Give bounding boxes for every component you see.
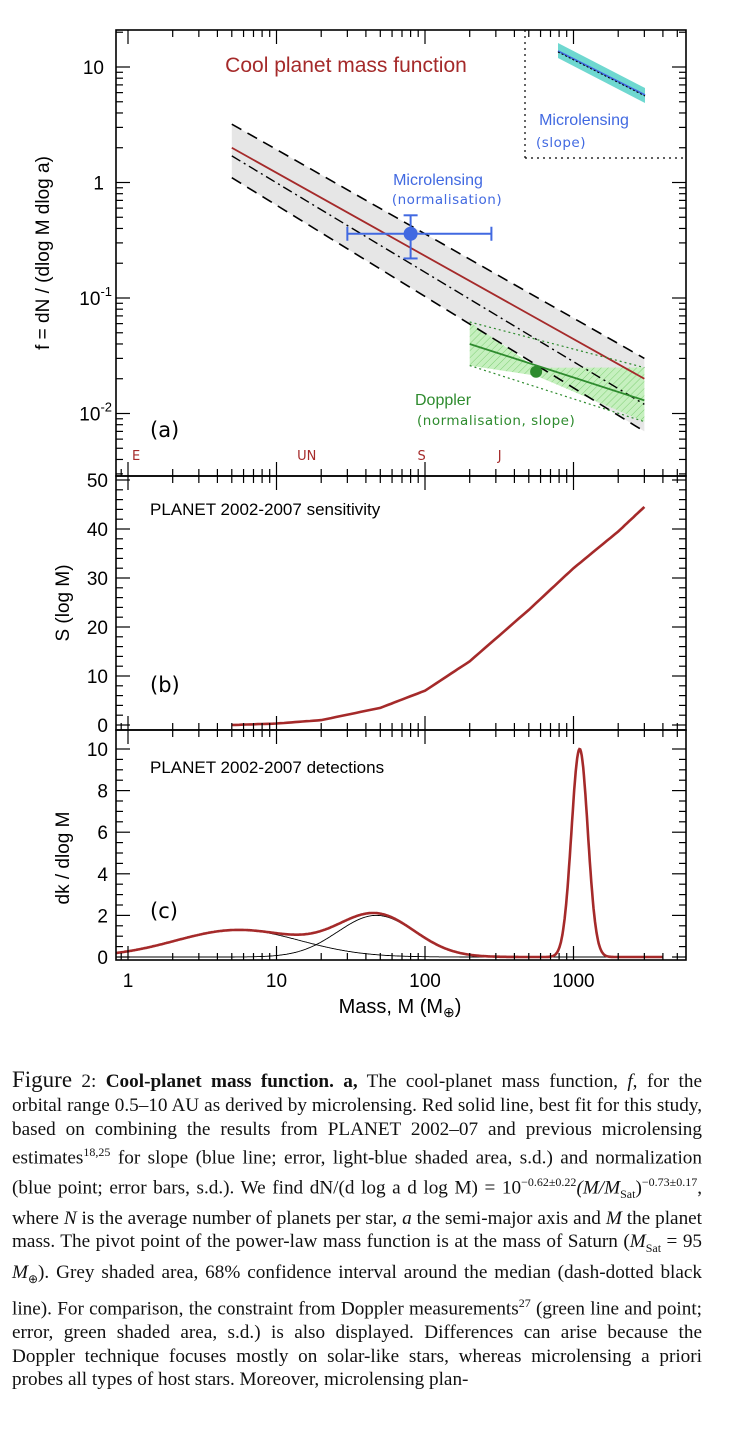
panel-a-ytick-label: 10-2	[79, 400, 112, 426]
panel-c: PLANET 2002-2007 detections (c) 0246810 …	[53, 740, 663, 1020]
x-tick-label: 1000	[552, 971, 594, 992]
doppler-label: Doppler	[415, 392, 472, 409]
best-fit-line	[231, 146, 645, 380]
detections-curve	[116, 747, 663, 959]
planet-markers: E UN S J	[132, 449, 502, 464]
doppler-upper-dotted	[469, 321, 645, 369]
panel-b-ytick-label: 20	[87, 618, 108, 639]
panel-frame	[115, 729, 687, 961]
panel-a-yticks: 10 1 10-1 10-2	[79, 58, 112, 426]
figure-panels: Microlensing (slope) Cool planet mass fu…	[33, 29, 687, 1020]
figure-caption: Figure 2: Cool-planet mass function. a, …	[12, 1067, 703, 1391]
sensitivity-curve	[231, 505, 646, 727]
detection-component-1	[116, 929, 663, 958]
microlensing-norm-label: Microlensing	[393, 172, 483, 189]
inset-label: Microlensing	[539, 112, 629, 129]
panel-a-ylabel: f = dN / (dlog M dlog a)	[33, 156, 54, 350]
panel-c-ytick-label: 4	[97, 865, 108, 886]
panel-a: Microlensing (slope) Cool planet mass fu…	[33, 30, 686, 464]
panel-c-label: (c)	[150, 899, 178, 923]
inset-sublabel: (slope)	[536, 135, 586, 151]
x-tick-labels: 1 10 100 1000	[123, 971, 595, 992]
planet-marker-un: UN	[297, 449, 316, 464]
x-tick-label: 10	[266, 971, 287, 992]
detection-component-2	[116, 914, 663, 958]
planet-marker-s: S	[418, 449, 426, 464]
grey-confidence-band	[231, 124, 645, 432]
doppler-sublabel: (normalisation, slope)	[417, 413, 575, 429]
panel-c-ytick-label: 6	[97, 823, 108, 844]
microlensing-norm-sublabel: (normalisation)	[392, 192, 502, 208]
x-tick-label: 1	[123, 971, 134, 992]
panel-c-ylabel: dk / dlog M	[53, 812, 74, 905]
x-axis-label: Mass, M (M⊕)	[339, 996, 462, 1020]
microlensing-point	[403, 226, 418, 241]
upper-dashed-line	[231, 123, 645, 360]
planet-marker-e: E	[132, 449, 140, 464]
median-dashdot-line	[231, 155, 645, 405]
x-tick-label: 100	[409, 971, 441, 992]
panel-b-title: PLANET 2002-2007 sensitivity	[150, 500, 381, 519]
panel-c-ytick-label: 0	[97, 948, 108, 969]
panel-b-ylabel: S (log M)	[53, 564, 74, 641]
panel-a-ytick-label: 10	[83, 58, 104, 79]
panel-a-ytick-label: 1	[93, 174, 104, 195]
panel-a-label: (a)	[150, 418, 179, 442]
panel-b-ytick-label: 10	[87, 667, 108, 688]
panel-a-ytick-label: 10-1	[79, 284, 112, 310]
panel-c-yticks: 0 2 4 6 8 10	[87, 740, 109, 969]
panel-c-ytick-label: 8	[97, 782, 108, 803]
panel-c-ytick-label: 2	[97, 906, 108, 927]
inset-slope-line	[557, 50, 646, 96]
lower-dashed-line	[231, 177, 645, 433]
panel-b-ytick-label: 50	[87, 471, 108, 492]
planet-marker-j: J	[497, 449, 502, 464]
doppler-point	[530, 365, 543, 378]
panel-b-ytick-label: 30	[87, 569, 108, 590]
doppler-lower-dotted	[469, 364, 645, 423]
slope-inset: Microlensing (slope)	[524, 30, 686, 159]
panel-b: PLANET 2002-2007 sensitivity (b) 0 10 20 30…	[53, 471, 646, 737]
doppler-line	[469, 343, 645, 402]
axes-frames	[115, 29, 687, 961]
panel-b-ytick-label: 40	[87, 520, 108, 541]
panel-a-title: Cool planet mass function	[225, 54, 467, 77]
panel-c-ytick-label: 10	[87, 740, 108, 761]
panel-b-ytick-label: 0	[97, 716, 108, 737]
panel-c-title: PLANET 2002-2007 detections	[150, 758, 384, 777]
panel-b-yticks: 0 10 20 30 40 50	[87, 471, 108, 737]
panel-b-label: (b)	[150, 673, 180, 697]
